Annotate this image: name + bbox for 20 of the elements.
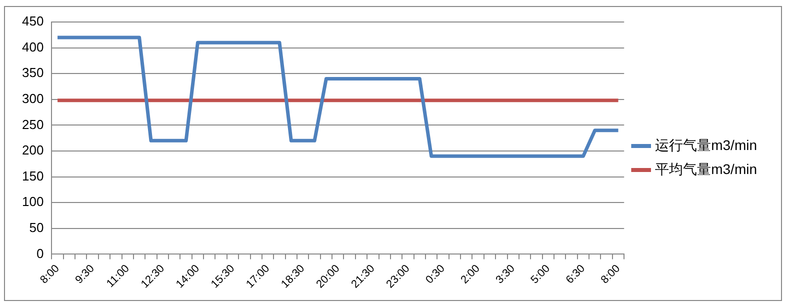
x-tick-label: 0:30 xyxy=(424,262,448,286)
x-tick-label: 8:00 xyxy=(598,262,623,286)
x-tick-label: 8:00 xyxy=(38,262,62,286)
x-tick-label: 9:30 xyxy=(73,262,97,286)
y-tick-label: 0 xyxy=(36,246,44,261)
y-tick-label: 100 xyxy=(22,194,44,210)
y-tick-label: 250 xyxy=(22,116,44,132)
x-tick-label: 6:30 xyxy=(564,262,588,286)
legend-label: 平均气量m3/min xyxy=(655,160,758,177)
y-tick-label: 350 xyxy=(22,65,44,80)
y-tick-label: 450 xyxy=(22,14,44,29)
y-tick-label: 400 xyxy=(22,39,44,54)
legend-label: 运行气量m3/min xyxy=(655,136,758,153)
y-tick-label: 200 xyxy=(22,142,44,158)
y-tick-label: 50 xyxy=(29,220,44,235)
x-tick-label: 2:00 xyxy=(458,262,482,286)
y-tick-label: 150 xyxy=(22,168,44,184)
x-tick-label: 3:30 xyxy=(494,262,518,286)
x-tick-label: 5:00 xyxy=(528,262,552,286)
y-tick-label: 300 xyxy=(22,90,44,106)
